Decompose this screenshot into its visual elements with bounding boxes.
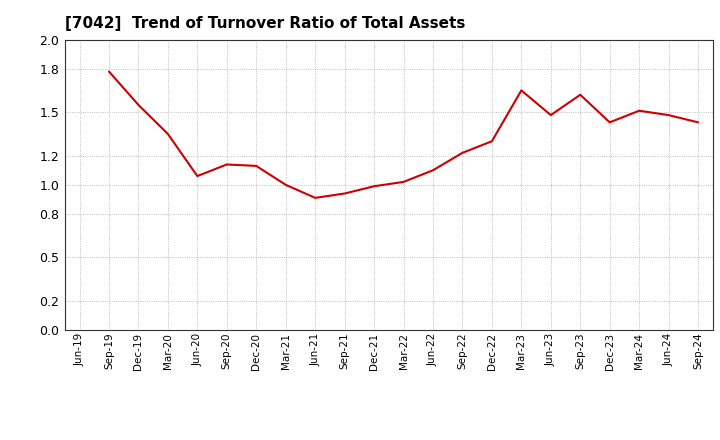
Text: [7042]  Trend of Turnover Ratio of Total Assets: [7042] Trend of Turnover Ratio of Total … xyxy=(65,16,465,32)
